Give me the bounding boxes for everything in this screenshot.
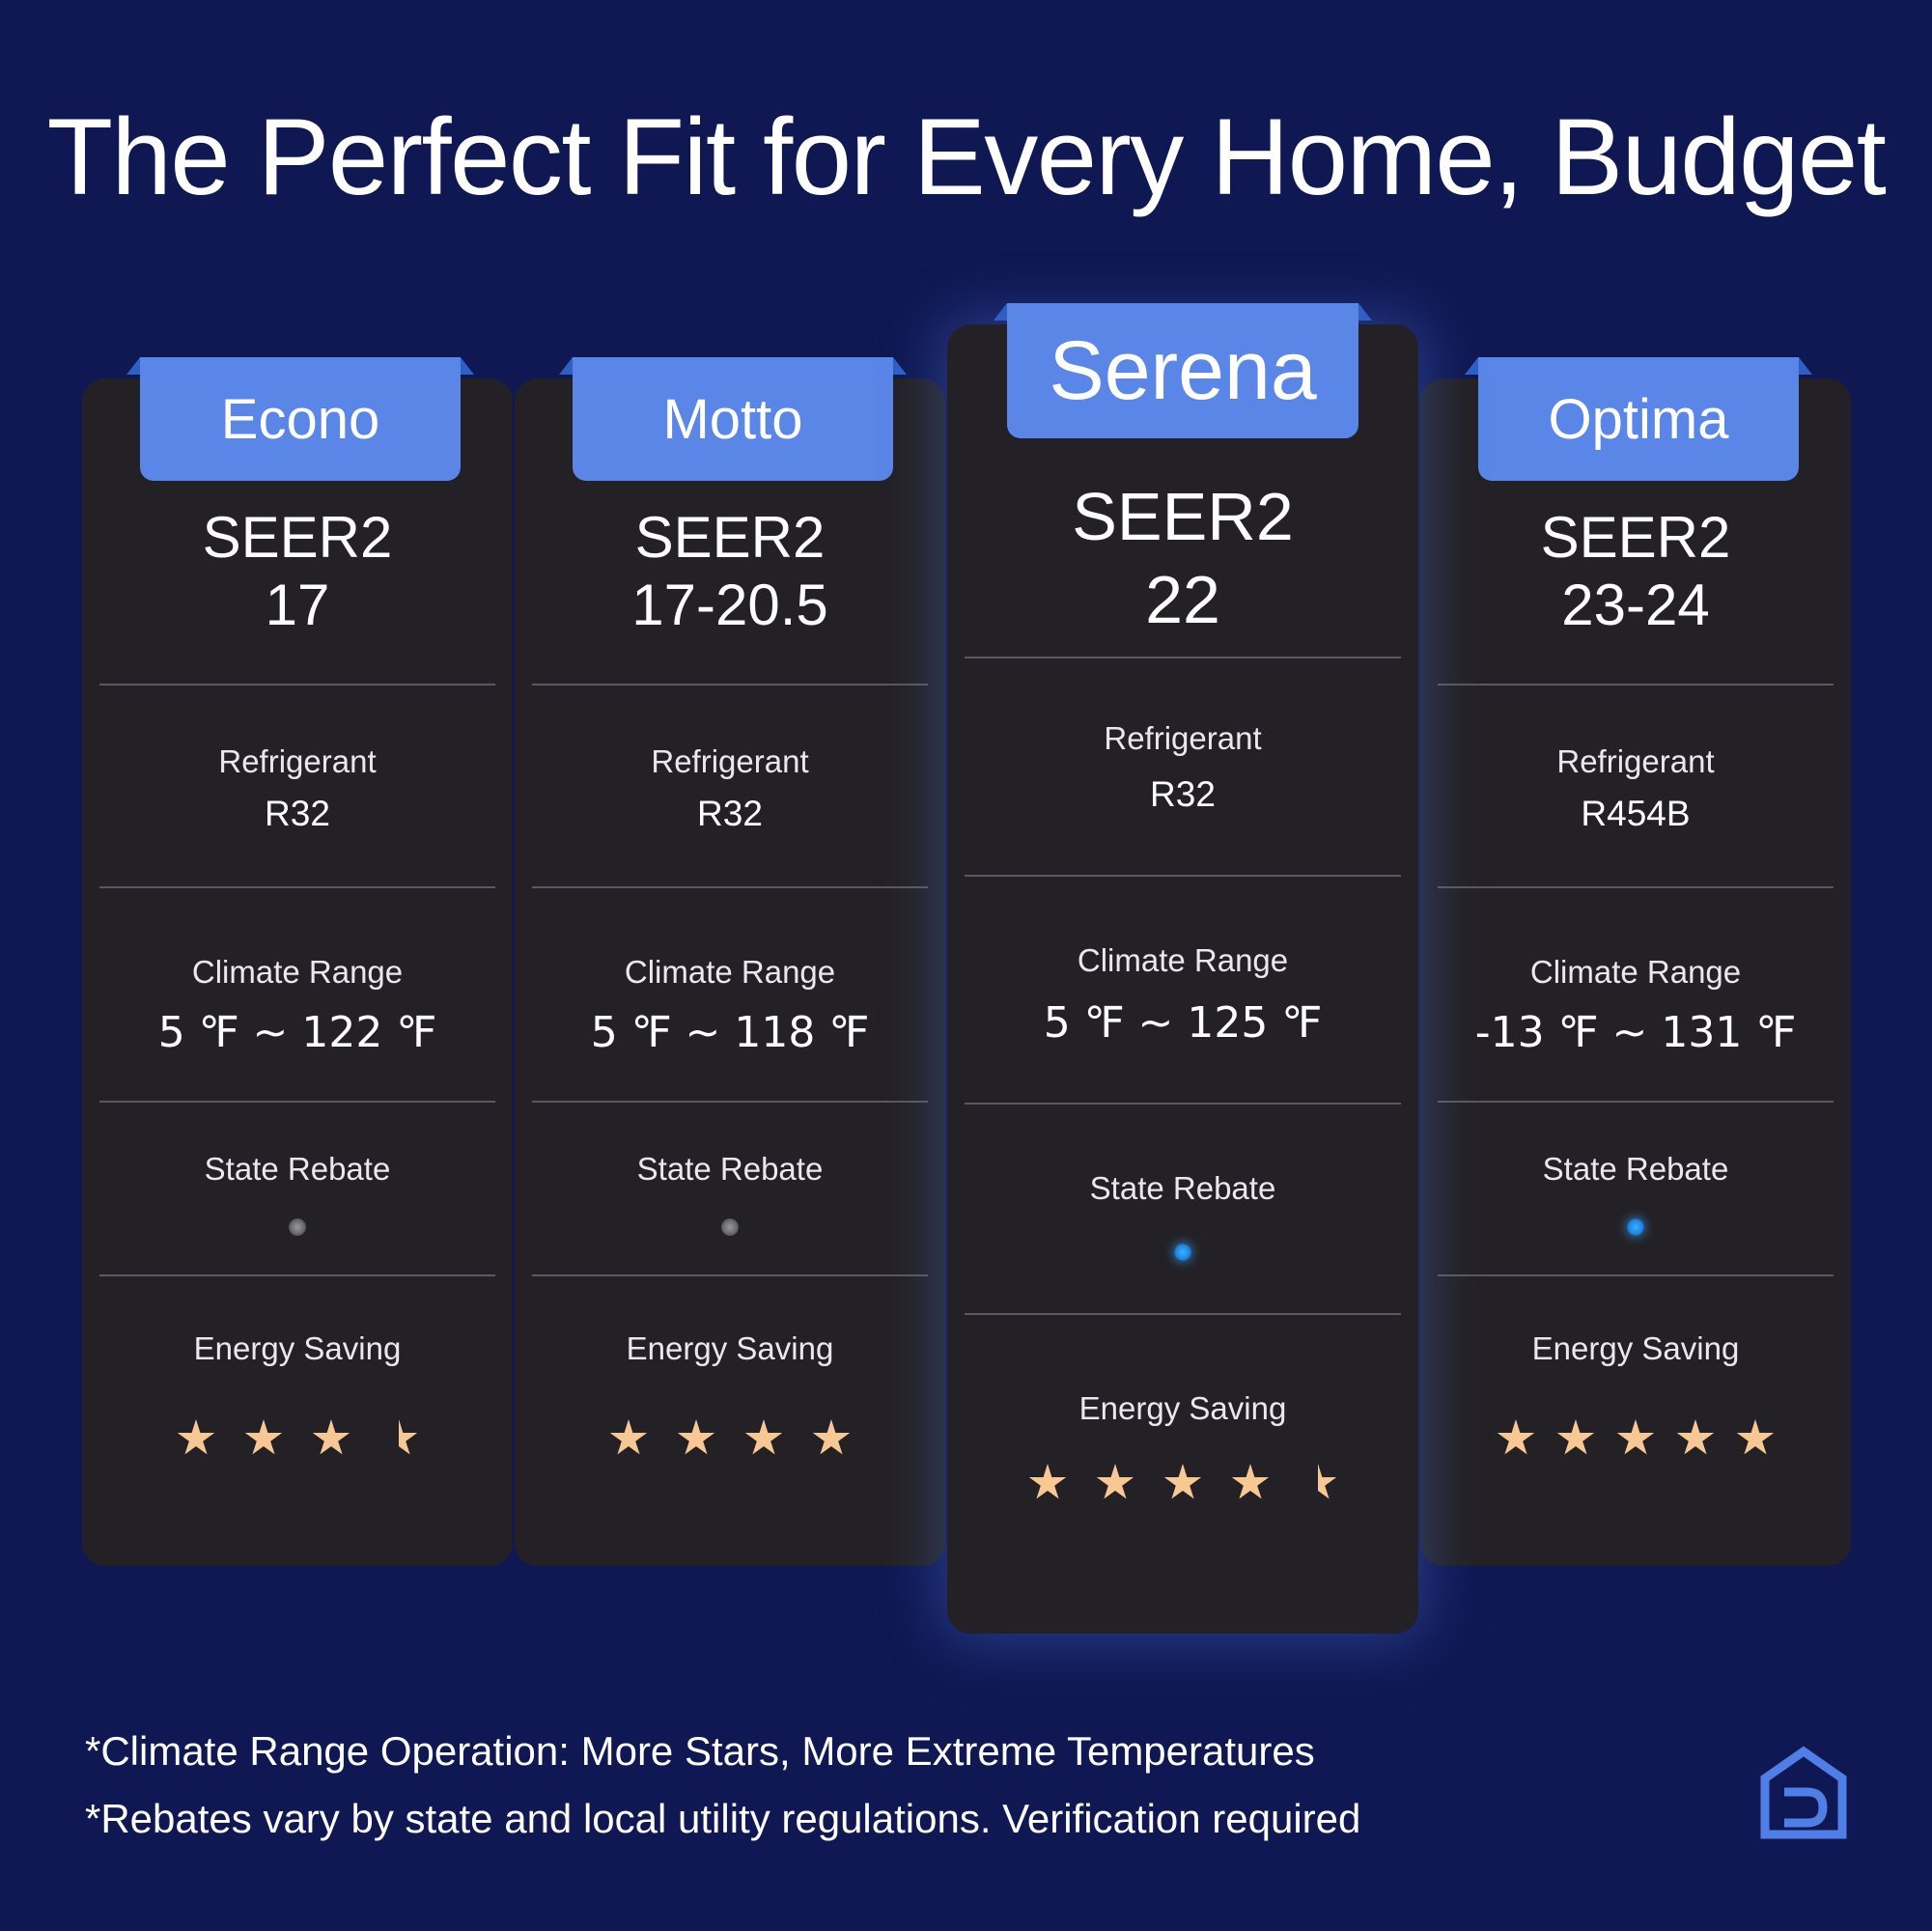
energy-saving-label: Energy Saving bbox=[1531, 1330, 1740, 1366]
divider bbox=[532, 1101, 928, 1103]
seer-label: SEER2 bbox=[634, 505, 826, 570]
model-name-tab: Econo bbox=[126, 357, 474, 481]
energy-saving-rating bbox=[1420, 1419, 1851, 1458]
model-card-serena: Serena SEER2 22 Refrigerant R32 Climate … bbox=[947, 303, 1418, 1634]
half-star-icon bbox=[379, 1419, 418, 1458]
refrigerant-label: Refrigerant bbox=[218, 743, 377, 779]
climate-range-label: Climate Range bbox=[1077, 942, 1289, 978]
seer-rating: SEER2 23-24 bbox=[1420, 504, 1851, 639]
star-icon bbox=[1096, 1464, 1134, 1499]
climate-range-label: Climate Range bbox=[624, 954, 836, 990]
divider bbox=[965, 657, 1401, 658]
star-icon bbox=[1616, 1419, 1655, 1455]
star-icon bbox=[312, 1419, 350, 1455]
model-name-tab: Motto bbox=[559, 357, 907, 481]
refrigerant-label: Refrigerant bbox=[651, 743, 809, 779]
seer-value: 17 bbox=[265, 573, 330, 637]
energy-saving-rating bbox=[515, 1419, 945, 1458]
refrigerant-label: Refrigerant bbox=[1104, 720, 1262, 756]
refrigerant-label: Refrigerant bbox=[1556, 743, 1715, 779]
state-rebate-label: State Rebate bbox=[1089, 1170, 1276, 1206]
refrigerant-value: R32 bbox=[265, 794, 330, 833]
star-icon bbox=[812, 1419, 851, 1455]
seer-rating: SEER2 22 bbox=[947, 475, 1418, 641]
model-card-optima: Optima SEER2 23-24 Refrigerant R454B Cli… bbox=[1420, 357, 1851, 1566]
climate-range-value: 5 ℉ ~ 122 ℉ bbox=[157, 1008, 437, 1057]
divider bbox=[1438, 684, 1834, 686]
refrigerant-value: R32 bbox=[697, 794, 763, 833]
star-icon bbox=[1676, 1419, 1715, 1455]
energy-saving-rating bbox=[947, 1464, 1418, 1502]
energy-saving-label: Energy Saving bbox=[193, 1330, 402, 1366]
climate-range-value: -13 ℉ ~ 131 ℉ bbox=[1474, 1008, 1797, 1057]
refrigerant-value: R32 bbox=[1150, 774, 1216, 814]
divider bbox=[99, 684, 495, 686]
star-icon bbox=[1163, 1464, 1202, 1499]
divider bbox=[1438, 886, 1834, 888]
star-icon bbox=[1556, 1419, 1595, 1455]
divider bbox=[532, 684, 928, 686]
refrigerant-value: R454B bbox=[1581, 794, 1691, 833]
climate-range-value: 5 ℉ ~ 125 ℉ bbox=[1043, 998, 1323, 1048]
divider bbox=[1438, 1274, 1834, 1276]
rebate-unavailable-indicator bbox=[289, 1218, 306, 1236]
model-card-motto: Motto SEER2 17-20.5 Refrigerant R32 Clim… bbox=[515, 357, 945, 1566]
seer-label: SEER2 bbox=[202, 505, 393, 570]
seer-label: SEER2 bbox=[1072, 479, 1294, 554]
seer-rating: SEER2 17-20.5 bbox=[515, 504, 945, 639]
state-rebate-label: State Rebate bbox=[204, 1151, 391, 1187]
energy-saving-rating bbox=[82, 1419, 513, 1458]
model-name-tab: Optima bbox=[1465, 357, 1812, 481]
star-icon bbox=[1231, 1464, 1270, 1499]
page-title: The Perfect Fit for Every Home, Budget bbox=[46, 97, 1887, 217]
divider bbox=[965, 875, 1401, 877]
climate-range-value: 5 ℉ ~ 118 ℉ bbox=[590, 1008, 870, 1057]
divider bbox=[532, 886, 928, 888]
divider bbox=[532, 1274, 928, 1276]
rebate-available-indicator bbox=[1627, 1218, 1644, 1236]
seer-value: 23-24 bbox=[1561, 573, 1710, 637]
model-name-tab: Serena bbox=[994, 303, 1372, 438]
divider bbox=[1438, 1101, 1834, 1103]
divider bbox=[99, 1274, 495, 1276]
climate-range-label: Climate Range bbox=[1529, 954, 1742, 990]
state-rebate-label: State Rebate bbox=[636, 1151, 824, 1187]
climate-range-label: Climate Range bbox=[191, 954, 404, 990]
star-icon bbox=[609, 1419, 648, 1455]
divider bbox=[99, 886, 495, 888]
seer-value: 22 bbox=[1145, 562, 1220, 637]
divider bbox=[965, 1103, 1401, 1105]
house-logo-icon bbox=[1760, 1746, 1847, 1839]
divider bbox=[99, 1101, 495, 1103]
star-icon bbox=[1028, 1464, 1067, 1499]
energy-saving-label: Energy Saving bbox=[1078, 1390, 1287, 1426]
footnote-climate-range: *Climate Range Operation: More Stars, Mo… bbox=[85, 1728, 1315, 1774]
star-icon bbox=[244, 1419, 283, 1455]
star-icon bbox=[744, 1419, 783, 1455]
rebate-unavailable-indicator bbox=[721, 1218, 739, 1236]
footnote-rebates: *Rebates vary by state and local utility… bbox=[85, 1796, 1361, 1841]
seer-rating: SEER2 17 bbox=[82, 504, 513, 639]
seer-label: SEER2 bbox=[1540, 505, 1731, 570]
divider bbox=[965, 1313, 1401, 1315]
half-star-icon bbox=[1299, 1464, 1337, 1502]
star-icon bbox=[1736, 1419, 1775, 1455]
star-icon bbox=[677, 1419, 715, 1455]
energy-saving-label: Energy Saving bbox=[626, 1330, 834, 1366]
rebate-available-indicator bbox=[1174, 1244, 1191, 1261]
state-rebate-label: State Rebate bbox=[1542, 1151, 1729, 1187]
seer-value: 17-20.5 bbox=[631, 573, 828, 637]
star-icon bbox=[177, 1419, 215, 1455]
star-icon bbox=[1497, 1419, 1535, 1455]
model-card-econo: Econo SEER2 17 Refrigerant R32 Climate R… bbox=[82, 357, 513, 1566]
